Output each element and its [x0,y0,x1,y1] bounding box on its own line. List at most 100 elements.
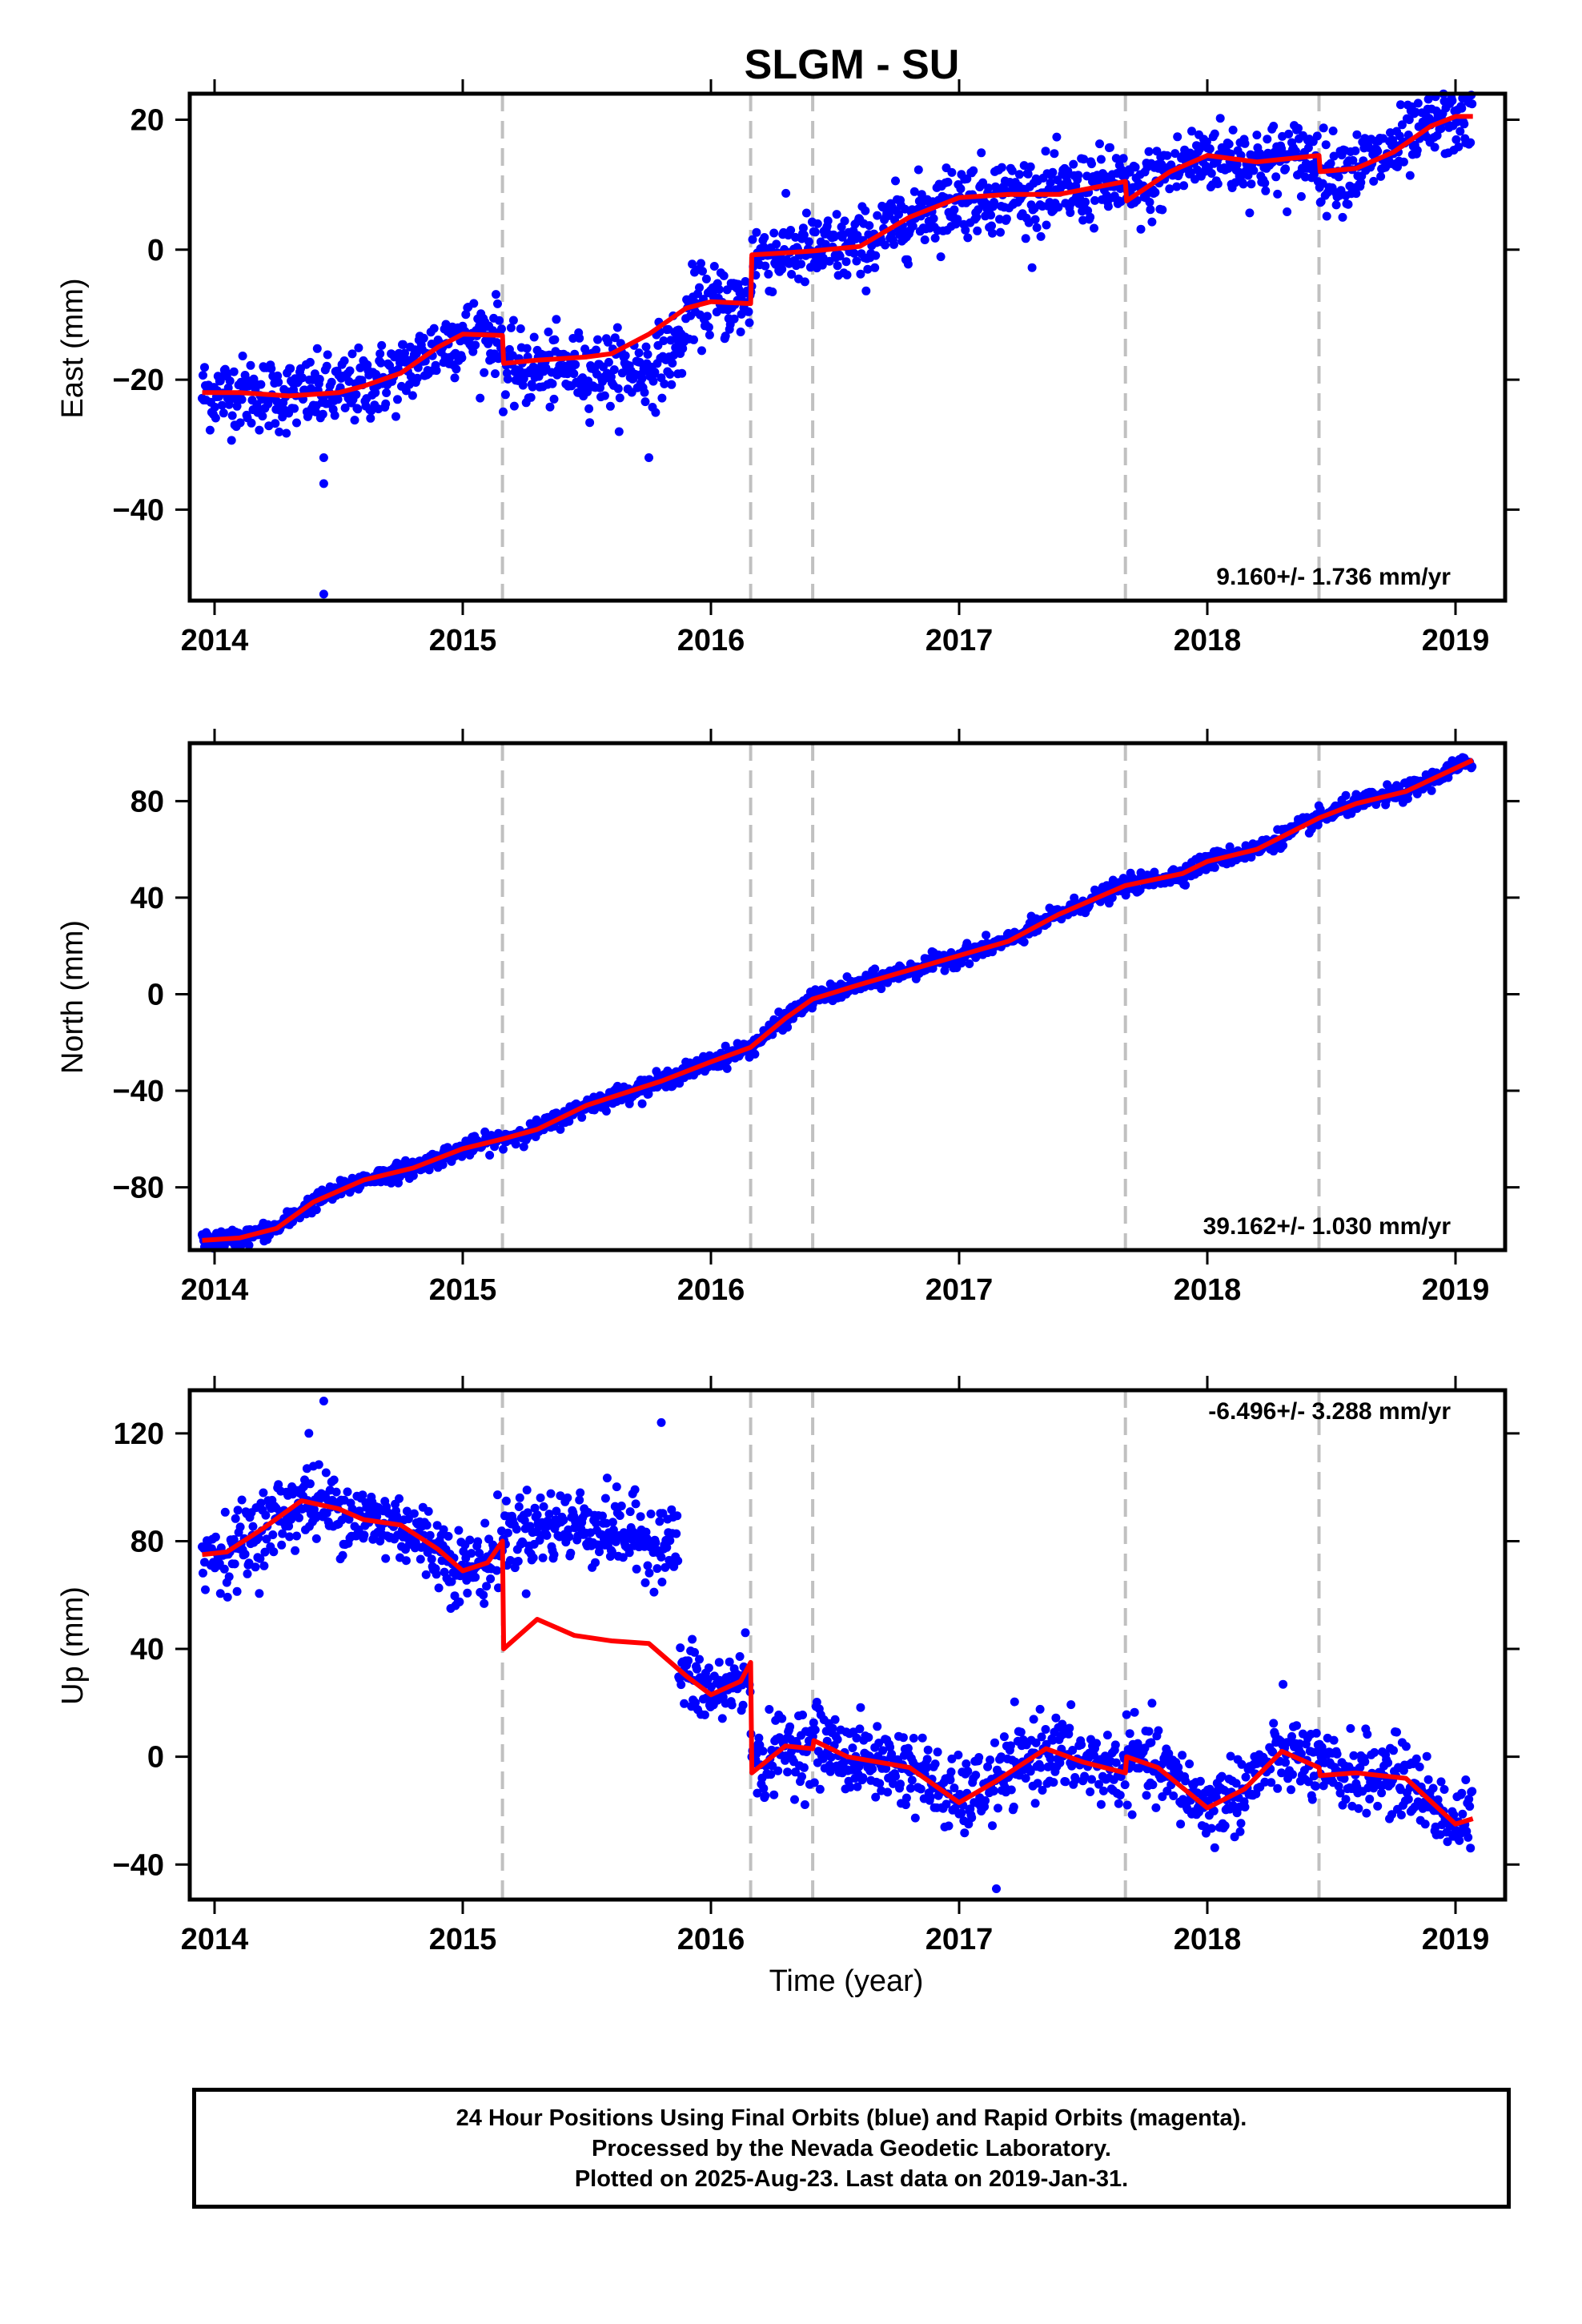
data-point [786,226,796,235]
data-point [1210,1843,1219,1852]
data-point [1147,217,1157,227]
data-point [812,1698,821,1707]
data-point [714,285,724,294]
data-point [353,404,363,414]
data-point [963,233,973,243]
data-point [828,1723,837,1733]
data-point [306,384,315,393]
data-point [1452,135,1461,144]
data-point [1277,1768,1287,1778]
data-point [1447,96,1457,106]
data-point [608,1518,617,1527]
data-point [833,1735,842,1744]
data-point [777,264,787,274]
data-point [894,210,903,219]
data-point [1427,786,1436,795]
data-point [1096,1799,1106,1809]
data-point [425,1530,435,1540]
data-points-east [198,89,1477,599]
data-point [741,1628,750,1638]
y-axis-label-up: Up (mm) [56,1586,90,1705]
x-tick-label: 2016 [677,624,745,657]
data-point [1035,1704,1045,1714]
data-point [926,1792,935,1802]
data-point [929,214,938,223]
data-point [512,1525,521,1534]
data-point [921,1763,931,1773]
data-point [529,332,539,342]
data-point [943,177,953,187]
data-point [501,1496,511,1506]
data-point [643,1561,652,1570]
data-point [439,1525,448,1534]
data-point [852,256,861,266]
data-point [1207,169,1216,178]
data-point [790,1795,799,1804]
data-point [810,1725,820,1735]
data-point [1356,178,1366,187]
data-point [1319,123,1328,133]
data-point [660,379,669,388]
data-point-outlier [656,1417,666,1427]
data-point [1029,1715,1038,1724]
data-point [624,1548,634,1558]
data-point [1279,1679,1288,1689]
data-point [1007,166,1017,175]
data-point [1154,1726,1163,1735]
data-point [382,388,391,397]
data-point [973,226,982,235]
data-point [205,425,215,435]
data-point [986,1755,995,1765]
data-point [295,1513,303,1522]
data-point [1436,1777,1446,1787]
data-point [616,1502,626,1510]
data-point [1465,1802,1475,1811]
x-tick-label: 2016 [677,1273,745,1307]
data-point [702,312,712,321]
data-point [853,231,862,240]
data-point [454,1526,464,1535]
data-point [1411,1754,1421,1763]
data-point [432,366,441,376]
data-point [709,262,719,271]
data-point [1346,1723,1355,1733]
data-point [835,251,845,261]
data-point [1287,1785,1295,1795]
data-point [988,228,997,238]
data-point [768,287,777,296]
data-point [291,1546,300,1555]
data-point [1147,1699,1157,1708]
data-point [237,395,247,404]
data-point [1164,1749,1174,1759]
data-point [967,1813,977,1823]
data-point [1041,147,1050,156]
data-point [1087,159,1096,169]
data-point [395,1494,404,1503]
data-point [473,1537,483,1546]
data-point [1401,1742,1411,1751]
data-point [518,380,528,390]
data-point [1120,1780,1130,1790]
y-tick-label: −40 [113,493,164,527]
data-point [668,359,677,368]
data-point [1271,172,1281,182]
data-point [1150,187,1160,197]
data-point [282,428,291,438]
data-point-outlier [319,589,328,599]
data-point [1118,154,1128,163]
data-point [823,216,833,226]
data-point [243,1569,252,1578]
data-point [809,1718,818,1727]
data-point [695,1655,704,1664]
data-point [667,380,677,389]
data-point [1321,140,1331,150]
data-point [475,1549,484,1558]
data-point [1240,1803,1250,1811]
data-point [1464,1832,1473,1842]
data-point-outlier [304,1429,314,1438]
data-point [946,1775,955,1785]
data-point [769,228,779,238]
data-point [1094,1779,1103,1789]
data-point [569,369,579,379]
